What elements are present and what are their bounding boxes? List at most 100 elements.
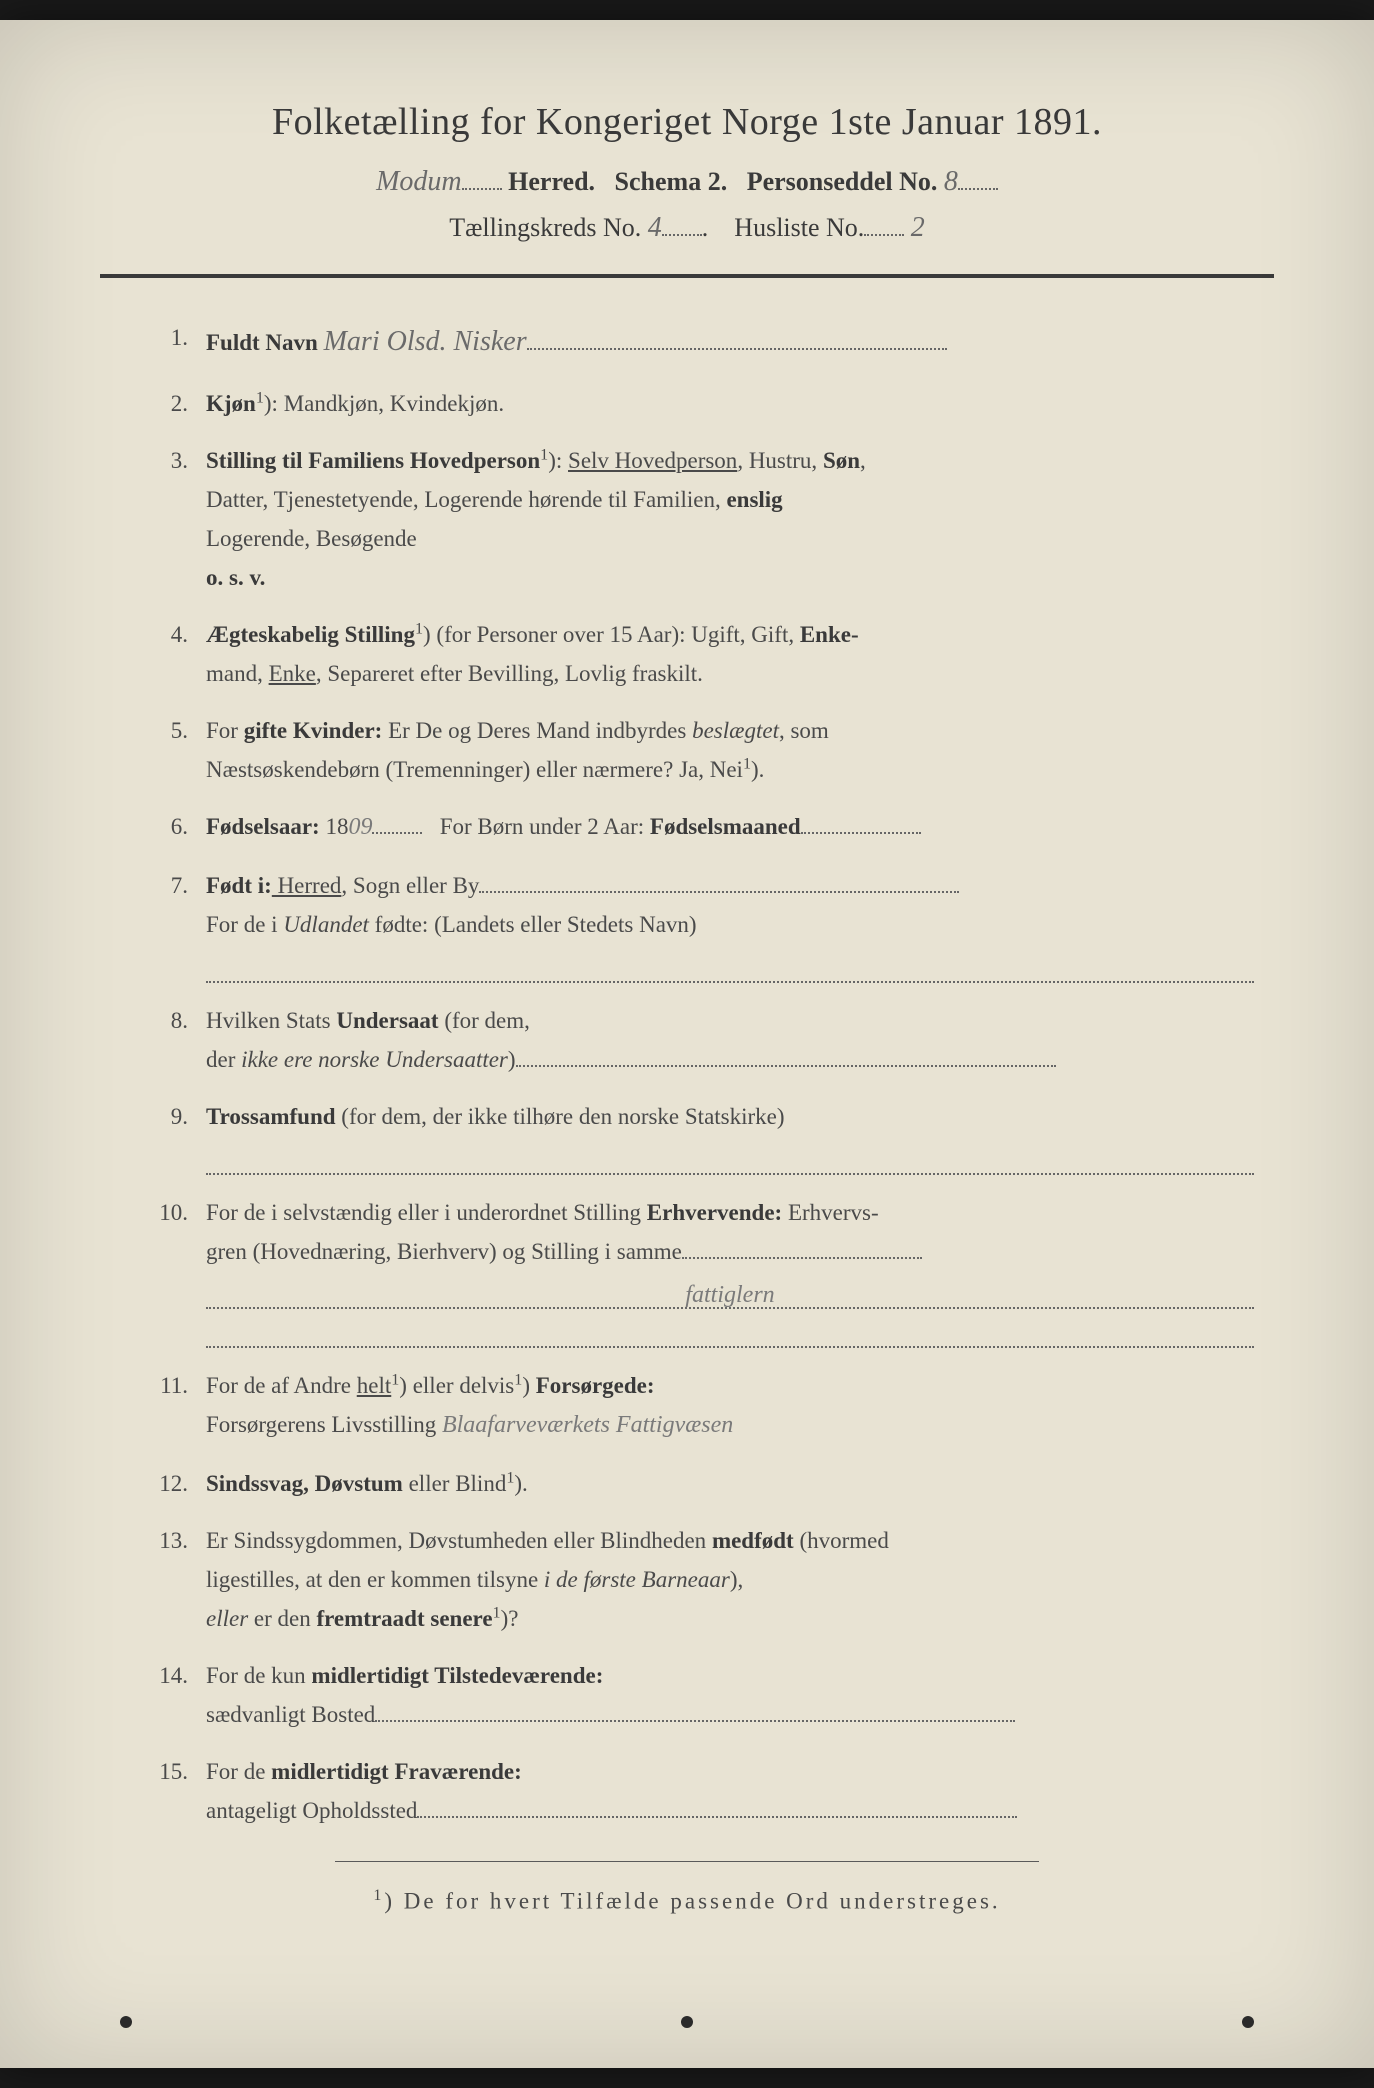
text: )? — [501, 1606, 519, 1631]
enkemand: Enke- — [800, 622, 859, 647]
footnote-ref: 1 — [743, 756, 751, 773]
dotted-fill — [516, 1065, 1056, 1067]
text: , Hustru, — [737, 448, 823, 473]
label: Kjøn — [206, 391, 256, 416]
text: Næstsøskendebørn (Tremenninger) eller næ… — [206, 757, 743, 782]
text: For de i selvstændig eller i underordnet… — [206, 1200, 647, 1225]
name-handwritten: Mari Olsd. Nisker — [324, 326, 527, 357]
husliste-no: 2 — [911, 212, 925, 243]
son: Søn — [823, 448, 860, 473]
item-2: 2. Kjøn1): Mandkjøn, Kvindekjøn. — [150, 384, 1254, 423]
item-body: Stilling til Familiens Hovedperson1): Se… — [206, 441, 1254, 597]
label: Fuldt Navn — [206, 330, 318, 355]
item-body: Fuldt Navn Mari Olsd. Nisker — [206, 318, 1254, 366]
item-body: Ægteskabelig Stilling1) (for Personer ov… — [206, 615, 1254, 693]
item-body: Sindssvag, Døvstum eller Blind1). — [206, 1464, 1254, 1503]
text: ). — [751, 757, 764, 782]
text: gren (Hovednæring, Bierhverv) og Stillin… — [206, 1239, 682, 1264]
item-body: For de midlertidigt Fraværende: antageli… — [206, 1752, 1254, 1830]
item-body: For de i selvstændig eller i underordnet… — [206, 1193, 1254, 1348]
header-line-2: Tællingskreds No. 4. Husliste No. 2 — [100, 210, 1274, 244]
enke: Enke — [269, 661, 316, 686]
item-14: 14. For de kun midlertidigt Tilstedevære… — [150, 1656, 1254, 1734]
form-title: Folketælling for Kongeriget Norge 1ste J… — [100, 100, 1274, 144]
udlandet: Udlandet — [283, 912, 369, 937]
footnote-ref: 1 — [415, 620, 423, 637]
continuation: der ikke ere norske Undersaatter) — [206, 1040, 1254, 1079]
dotted-fill — [958, 164, 998, 190]
item-number: 6. — [150, 807, 206, 848]
item-number: 8. — [150, 1001, 206, 1079]
label: midlertidigt Fraværende: — [271, 1759, 522, 1784]
barneaar: i de første Barneaar — [544, 1567, 730, 1592]
label: Stilling til Familiens Hovedperson — [206, 448, 540, 473]
footnote-ref: 1 — [256, 389, 264, 406]
schema-label: Schema 2. — [615, 167, 728, 196]
text: sædvanligt Bosted — [206, 1702, 375, 1727]
footnote-ref: 1 — [493, 1604, 501, 1621]
census-form-page: Folketælling for Kongeriget Norge 1ste J… — [0, 20, 1374, 2068]
text: Hvilken Stats — [206, 1008, 336, 1033]
text: ): — [548, 448, 568, 473]
kreds-label: Tællingskreds No. — [449, 213, 641, 242]
herred-label: Herred. — [508, 167, 595, 196]
dotted-fill — [682, 1257, 922, 1259]
continuation: eller er den fremtraadt senere1)? — [206, 1599, 1254, 1638]
footnote-text: ) De for hvert Tilfælde passende Ord und… — [384, 1888, 1000, 1913]
continuation: gren (Hovednæring, Bierhverv) og Stillin… — [206, 1232, 1254, 1271]
text: For Børn under 2 Aar: — [434, 814, 650, 839]
item-body: Fødselsaar: 1809 For Børn under 2 Aar: F… — [206, 807, 1254, 848]
item-body: Født i: Herred, Sogn eller By For de i U… — [206, 866, 1254, 983]
item-3: 3. Stilling til Familiens Hovedperson1):… — [150, 441, 1254, 597]
dotted-line — [206, 1140, 1254, 1175]
hole-mark — [1242, 2016, 1254, 2028]
item-8: 8. Hvilken Stats Undersaat (for dem, der… — [150, 1001, 1254, 1079]
item-5: 5. For gifte Kvinder: Er De og Deres Man… — [150, 711, 1254, 789]
osv: o. s. v. — [206, 558, 1254, 597]
dotted-fill — [417, 1816, 1017, 1818]
item-number: 15. — [150, 1752, 206, 1830]
dotted-line-hw: fattiglern — [206, 1275, 1254, 1310]
text: (hvormed — [794, 1528, 889, 1553]
text: (for dem, — [439, 1008, 530, 1033]
herred-u: Herred — [272, 873, 342, 898]
text: , som — [779, 718, 829, 743]
item-4: 4. Ægteskabelig Stilling1) (for Personer… — [150, 615, 1254, 693]
text: For de — [206, 1759, 271, 1784]
dotted-fill — [372, 832, 422, 834]
item-15: 15. For de midlertidigt Fraværende: anta… — [150, 1752, 1254, 1830]
header-line-1: Modum Herred. Schema 2. Personseddel No.… — [100, 164, 1274, 198]
dotted-fill — [462, 164, 502, 190]
item-number: 5. — [150, 711, 206, 789]
text: , Separeret efter Bevilling, Lovlig fras… — [316, 661, 703, 686]
dotted-fill — [864, 210, 904, 236]
personseddel-label: Personseddel No. — [747, 167, 938, 196]
label: Erhvervende: — [647, 1200, 782, 1225]
item-number: 1. — [150, 318, 206, 366]
text: ): Mandkjøn, Kvindekjøn. — [264, 391, 504, 416]
text: ligestilles, at den er kommen tilsyne — [206, 1567, 544, 1592]
text: For de kun — [206, 1663, 311, 1688]
dotted-fill — [375, 1720, 1015, 1722]
item-number: 13. — [150, 1521, 206, 1638]
item-body: Hvilken Stats Undersaat (for dem, der ik… — [206, 1001, 1254, 1079]
ikke-norske: ikke ere norske Undersaatter — [241, 1047, 508, 1072]
text: antageligt Opholdssted — [206, 1798, 417, 1823]
text: ). — [514, 1471, 527, 1496]
helt: helt — [357, 1373, 392, 1398]
text: ) eller delvis — [399, 1373, 514, 1398]
item-12: 12. Sindssvag, Døvstum eller Blind1). — [150, 1464, 1254, 1503]
text: ), — [730, 1567, 743, 1592]
hole-mark — [681, 2016, 693, 2028]
label: Født i: — [206, 873, 272, 898]
form-items: 1. Fuldt Navn Mari Olsd. Nisker 2. Kjøn1… — [100, 318, 1274, 1831]
label2: Fødselsmaaned — [650, 814, 801, 839]
item-1: 1. Fuldt Navn Mari Olsd. Nisker — [150, 318, 1254, 366]
item-number: 2. — [150, 384, 206, 423]
medfodt: medfødt — [712, 1528, 794, 1553]
dotted-fill — [479, 891, 959, 893]
item-11: 11. For de af Andre helt1) eller delvis1… — [150, 1366, 1254, 1446]
item-body: For de kun midlertidigt Tilstedeværende:… — [206, 1656, 1254, 1734]
item-number: 10. — [150, 1193, 206, 1348]
continuation: Datter, Tjenestetyende, Logerende hørend… — [206, 480, 1254, 519]
